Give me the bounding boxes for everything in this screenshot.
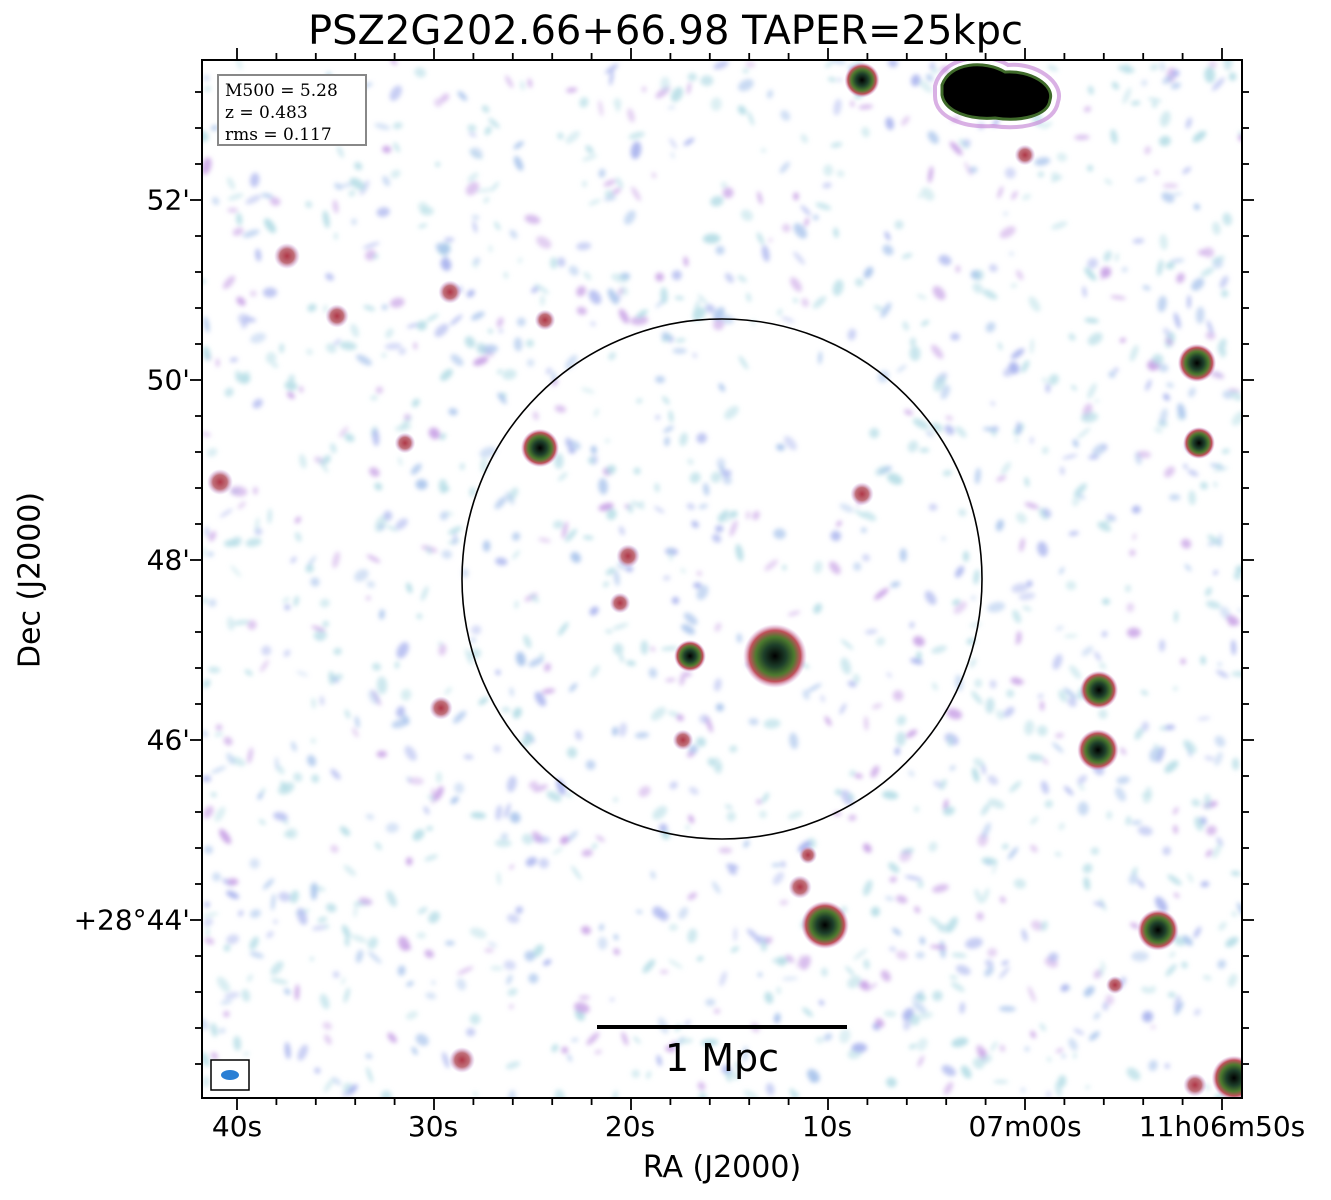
axis-ticks <box>190 48 1254 1110</box>
redshift-label: z = 0.483 <box>225 103 308 123</box>
y-tick-label: 52' <box>146 183 190 217</box>
y-tick-label: 50' <box>146 363 190 397</box>
rms-label: rms = 0.117 <box>225 125 332 145</box>
map-image <box>202 60 1242 1098</box>
mass-label: M500 = 5.28 <box>225 81 338 101</box>
scale-bar-label: 1 Mpc <box>664 1036 780 1080</box>
x-tick-label: 07m00s <box>968 1110 1082 1143</box>
y-tick-label: +28°44' <box>73 903 190 937</box>
x-tick-label: 30s <box>407 1110 459 1143</box>
y-tick-label: 48' <box>146 543 190 577</box>
plot-frame <box>201 59 1243 1099</box>
x-axis-label: RA (J2000) <box>642 1150 802 1185</box>
y-axis-label: Dec (J2000) <box>12 491 48 669</box>
x-tick-label: 20s <box>604 1110 656 1143</box>
r500-circle <box>461 318 983 840</box>
beam-indicator <box>210 1059 250 1091</box>
info-legend: M500 = 5.28 z = 0.483 rms = 0.117 <box>217 74 367 146</box>
y-tick-label: 46' <box>146 723 190 757</box>
x-tick-label: 40s <box>211 1110 263 1143</box>
x-tick-label: 10s <box>801 1110 853 1143</box>
chart-title: PSZ2G202.66+66.98 TAPER=25kpc <box>308 8 1023 54</box>
x-tick-label: 11h06m50s <box>1138 1110 1306 1143</box>
